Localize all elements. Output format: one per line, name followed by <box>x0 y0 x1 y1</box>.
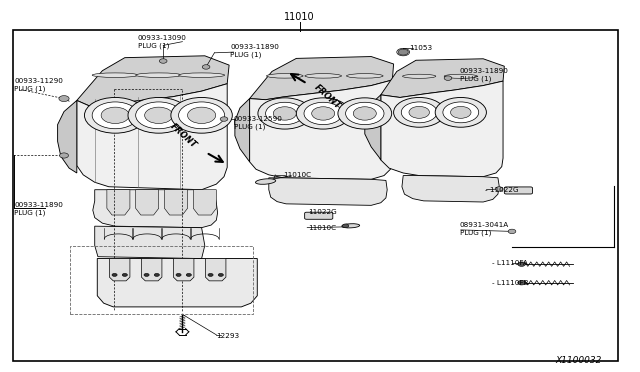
Text: 08931-3041A
PLUG (1): 08931-3041A PLUG (1) <box>460 222 509 236</box>
Circle shape <box>154 273 159 276</box>
Circle shape <box>338 98 392 129</box>
Polygon shape <box>381 59 504 97</box>
Circle shape <box>179 102 225 129</box>
Circle shape <box>435 97 486 127</box>
Text: 00933-11890
PLUG (1): 00933-11890 PLUG (1) <box>14 202 63 216</box>
Circle shape <box>444 76 452 80</box>
Text: 11010: 11010 <box>284 12 315 22</box>
Ellipse shape <box>444 74 477 78</box>
Circle shape <box>409 106 429 118</box>
Circle shape <box>258 98 312 129</box>
Ellipse shape <box>266 74 303 78</box>
Circle shape <box>273 107 296 120</box>
Polygon shape <box>109 259 130 281</box>
Circle shape <box>101 107 129 124</box>
Text: 00933-11890
PLUG (1): 00933-11890 PLUG (1) <box>460 68 508 82</box>
Circle shape <box>220 117 228 121</box>
Circle shape <box>353 107 376 120</box>
Circle shape <box>518 280 525 285</box>
Circle shape <box>296 98 350 129</box>
Ellipse shape <box>92 73 138 77</box>
Circle shape <box>186 273 191 276</box>
Ellipse shape <box>136 73 182 77</box>
Circle shape <box>188 107 216 124</box>
Circle shape <box>342 224 349 228</box>
Circle shape <box>112 273 117 276</box>
Polygon shape <box>58 100 77 173</box>
Polygon shape <box>93 190 218 228</box>
Text: 11010C: 11010C <box>283 172 311 178</box>
Circle shape <box>84 97 146 133</box>
Circle shape <box>218 273 223 276</box>
Circle shape <box>346 102 384 125</box>
Circle shape <box>518 262 525 266</box>
Circle shape <box>128 97 189 133</box>
Circle shape <box>159 59 167 63</box>
Polygon shape <box>402 176 499 202</box>
Polygon shape <box>193 190 216 215</box>
Text: 00933-13090
PLUG (1): 00933-13090 PLUG (1) <box>138 35 186 49</box>
Circle shape <box>145 107 173 124</box>
Polygon shape <box>97 259 257 307</box>
Polygon shape <box>164 190 188 215</box>
Polygon shape <box>136 190 159 215</box>
Circle shape <box>122 273 127 276</box>
Text: 00933-12590
PLUG (1): 00933-12590 PLUG (1) <box>234 116 282 130</box>
Circle shape <box>136 102 182 129</box>
Ellipse shape <box>346 74 383 78</box>
Text: 11053: 11053 <box>410 45 433 51</box>
Ellipse shape <box>305 74 342 78</box>
Circle shape <box>451 106 471 118</box>
Ellipse shape <box>255 179 276 184</box>
Polygon shape <box>365 95 381 160</box>
Polygon shape <box>173 259 194 281</box>
Text: 12293: 12293 <box>216 333 239 339</box>
Circle shape <box>443 102 479 123</box>
Text: 11022G: 11022G <box>308 209 337 215</box>
Circle shape <box>202 65 210 69</box>
Ellipse shape <box>403 74 436 78</box>
Text: 11010C: 11010C <box>308 225 337 231</box>
Polygon shape <box>250 57 394 100</box>
Text: - L1110FA: - L1110FA <box>492 260 527 266</box>
Circle shape <box>60 153 68 158</box>
Polygon shape <box>141 259 162 281</box>
Polygon shape <box>107 190 130 215</box>
Circle shape <box>304 102 342 125</box>
Circle shape <box>508 229 516 234</box>
FancyBboxPatch shape <box>305 212 333 219</box>
Circle shape <box>266 102 304 125</box>
Text: FRONT: FRONT <box>312 83 342 111</box>
Text: - 11022G: - 11022G <box>485 187 519 193</box>
Polygon shape <box>95 226 205 259</box>
Circle shape <box>398 49 408 55</box>
Circle shape <box>401 102 437 123</box>
Polygon shape <box>205 259 226 281</box>
Circle shape <box>59 96 69 102</box>
Circle shape <box>495 187 503 191</box>
Circle shape <box>176 273 181 276</box>
Ellipse shape <box>179 73 225 77</box>
Circle shape <box>171 97 232 133</box>
Text: FRONT: FRONT <box>168 122 198 150</box>
Polygon shape <box>381 81 503 177</box>
Circle shape <box>312 107 335 120</box>
Text: 00933-11890
PLUG (1): 00933-11890 PLUG (1) <box>230 44 279 58</box>
Circle shape <box>394 97 445 127</box>
Polygon shape <box>77 84 227 190</box>
Bar <box>70 246 253 314</box>
Text: 00933-11290
PLUG (1): 00933-11290 PLUG (1) <box>14 78 63 92</box>
Polygon shape <box>235 99 250 162</box>
Polygon shape <box>269 178 387 205</box>
Polygon shape <box>250 80 392 179</box>
Circle shape <box>208 273 213 276</box>
Circle shape <box>92 102 138 129</box>
Text: - L1110FB: - L1110FB <box>492 280 528 286</box>
Ellipse shape <box>342 224 360 228</box>
FancyBboxPatch shape <box>504 187 532 194</box>
Bar <box>13 30 618 361</box>
Text: X1100032: X1100032 <box>556 356 602 365</box>
Circle shape <box>144 273 149 276</box>
Polygon shape <box>77 56 229 106</box>
